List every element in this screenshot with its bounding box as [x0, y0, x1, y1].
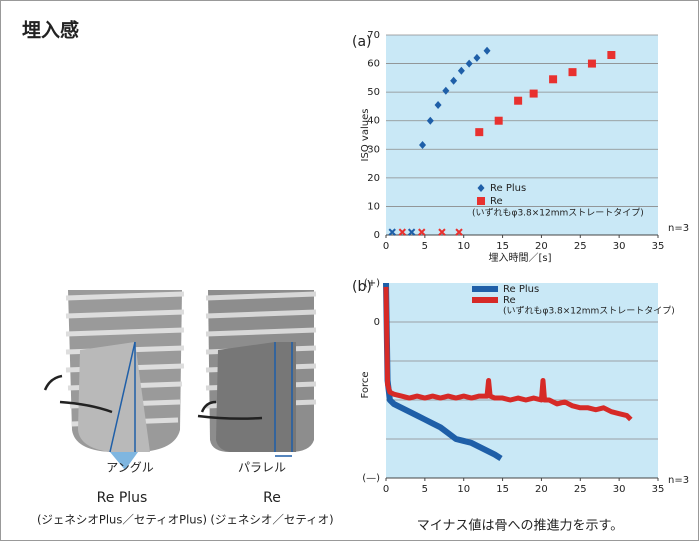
panel-label: (a) — [352, 34, 372, 50]
page-title: 埋入感 — [22, 19, 79, 42]
implant-re — [197, 290, 317, 457]
x-tick-label: 25 — [574, 484, 587, 495]
x-tick-label: 30 — [613, 484, 626, 495]
point — [455, 228, 463, 236]
x-tick-label: 10 — [457, 241, 470, 252]
point — [494, 116, 503, 125]
y-tick-label: (+) — [364, 278, 380, 289]
legend-label: Re — [490, 196, 503, 207]
point — [607, 51, 616, 59]
legend-label: Re — [503, 295, 516, 306]
y-tick-label: 0 — [374, 317, 380, 328]
legend-marker — [472, 286, 498, 292]
y-tick-label: 70 — [367, 30, 380, 41]
point — [483, 46, 491, 55]
line — [383, 282, 503, 462]
point — [434, 101, 442, 109]
point — [587, 59, 596, 68]
product-sub: (ジェネシオPlus／セティオPlus) — [37, 513, 207, 527]
angle-label: アングル — [106, 461, 154, 475]
legend-marker — [477, 197, 485, 205]
y-axis-title: ISQ values — [360, 109, 371, 162]
legend-label: Re Plus — [503, 284, 539, 295]
y-tick-label: 50 — [367, 87, 380, 98]
point — [568, 68, 577, 77]
point — [549, 75, 558, 84]
x-tick-label: 20 — [535, 241, 548, 252]
legend-label: Re Plus — [490, 183, 526, 194]
point — [450, 76, 458, 85]
panel-label: (b) — [352, 279, 372, 295]
point — [407, 228, 416, 236]
x-tick-label: 15 — [496, 241, 509, 252]
point — [457, 66, 465, 75]
x-tick-label: 35 — [652, 484, 665, 495]
x-tick-label: 0 — [383, 484, 389, 495]
legend-marker — [472, 297, 498, 303]
y-tick-label: 20 — [367, 173, 380, 184]
implant-replus — [43, 290, 185, 470]
y-tick-label: 0 — [374, 230, 380, 241]
caption: マイナス値は骨への推進力を示す。 — [417, 518, 623, 534]
x-tick-label: 5 — [422, 241, 428, 252]
point — [465, 59, 473, 68]
legend-note: (いずれもφ3.8×12mmストレートタイプ) — [503, 306, 675, 317]
x-axis-title: 埋入時間／[s] — [488, 252, 551, 264]
point — [473, 53, 481, 62]
point — [426, 116, 434, 125]
x-tick-label: 35 — [652, 241, 665, 252]
x-tick-label: 15 — [496, 484, 509, 495]
x-tick-label: 0 — [383, 241, 389, 252]
point — [438, 228, 446, 236]
point — [514, 96, 523, 105]
x-tick-label: 25 — [574, 241, 587, 252]
line — [383, 286, 633, 422]
point — [529, 89, 538, 98]
point — [419, 141, 427, 149]
x-tick-label: 5 — [422, 484, 428, 495]
legend-note: (いずれもφ3.8×12mmストレートタイプ) — [472, 208, 644, 219]
y-tick-label: 60 — [367, 59, 380, 70]
x-tick-label: 30 — [613, 241, 626, 252]
product-name: Re — [263, 490, 281, 506]
y-tick-label: 40 — [367, 116, 380, 127]
y-tick-label: 10 — [367, 201, 380, 212]
point — [418, 228, 426, 236]
sample-note: n=3 — [668, 475, 689, 486]
y-tick-label: 30 — [367, 144, 380, 155]
parallel-label: パラレル — [238, 461, 286, 475]
x-tick-label: 20 — [535, 484, 548, 495]
plot-area — [386, 35, 658, 235]
y-tick-label: (—) — [362, 473, 380, 484]
product-sub: (ジェネシオ／セティオ) — [210, 513, 333, 527]
product-name: Re Plus — [97, 490, 148, 506]
point — [398, 228, 407, 236]
legend-marker — [477, 184, 485, 192]
point — [475, 128, 484, 137]
x-tick-label: 10 — [457, 484, 470, 495]
plot-area — [386, 283, 658, 478]
sample-note: n=3 — [668, 223, 689, 234]
point — [442, 86, 450, 95]
point — [388, 228, 396, 236]
y-axis-title: Force — [360, 371, 371, 398]
